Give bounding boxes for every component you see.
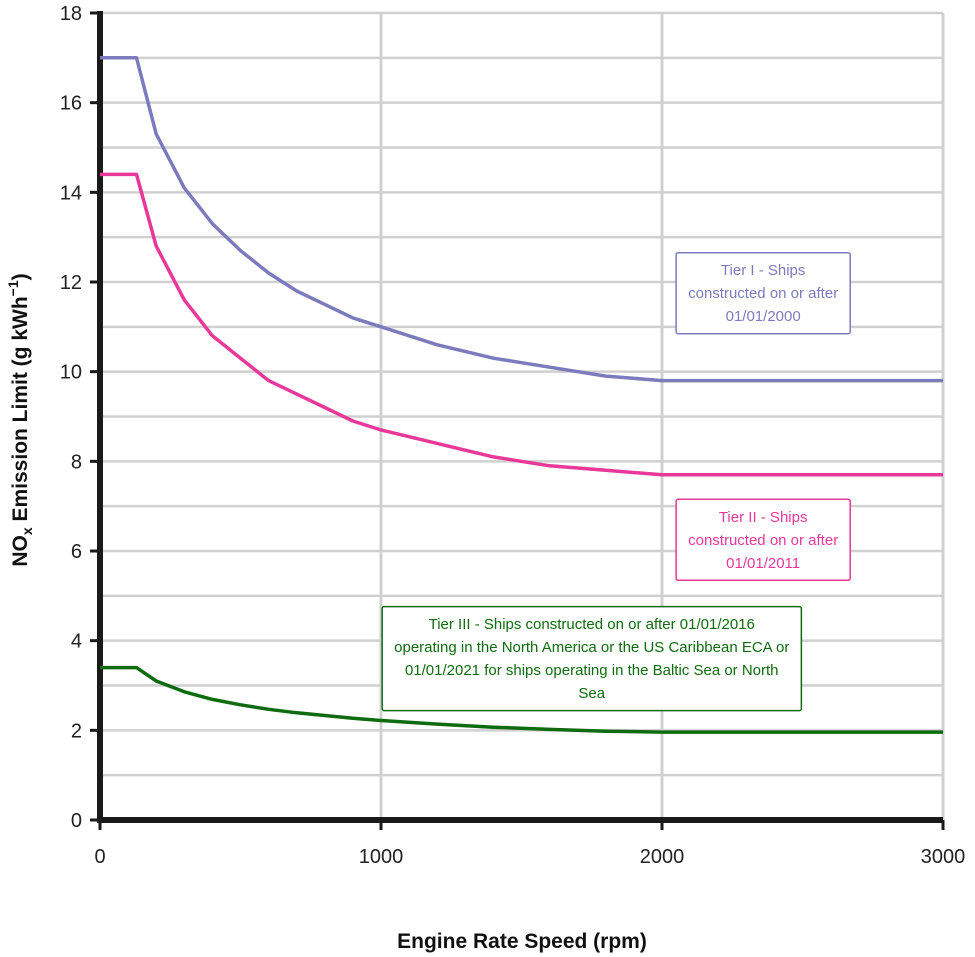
y-tick-label: 0: [71, 810, 82, 832]
y-tick-label: 4: [71, 631, 82, 653]
gridlines: [100, 11, 945, 820]
x-tick-label: 0: [94, 846, 105, 868]
axes: [90, 11, 945, 830]
series-lines: [100, 56, 943, 734]
x-tick-label: 2000: [640, 846, 685, 868]
y-tick-label: 12: [60, 272, 82, 294]
annotation-box: Tier II - Ships constructed on or after 01…: [675, 498, 851, 582]
series-line-tier-ii: [100, 172, 943, 477]
annotations: Tier I - Ships constructed on or after 01/…: [381, 251, 851, 712]
y-tick-label: 2: [71, 720, 82, 742]
y-tick-label: 8: [71, 451, 82, 473]
series-line-tier-i: [100, 56, 943, 383]
y-tick-label: 18: [60, 3, 82, 25]
tick-labels: 0 2 4 6 8 10 12 14 16 18 0 1000 2000 3000: [60, 3, 966, 868]
annotation-line: 01/01/2000: [726, 308, 801, 325]
annotation-line: Tier III - Ships constructed on or after…: [429, 616, 755, 633]
annotation-line: Tier I - Ships: [721, 262, 805, 279]
y-axis-title-main: NO: [9, 535, 32, 567]
annotation-line: operating in the North America or the US…: [394, 639, 789, 656]
y-axis-title-close: ): [9, 273, 32, 280]
x-axis-title: Engine Rate Speed (rpm): [397, 930, 647, 953]
annotation-line: Sea: [578, 685, 605, 702]
y-axis-title: NOx Emission Limit (g kWh−1): [5, 273, 35, 566]
x-tick-label: 3000: [921, 846, 966, 868]
annotation-line: constructed on or after: [688, 285, 838, 302]
annotation-border: [675, 498, 851, 582]
y-axis-title-sup: −1: [5, 280, 21, 296]
series-line-tier-iii: [100, 665, 943, 734]
annotation-line: constructed on or after: [688, 532, 838, 549]
y-tick-label: 10: [60, 362, 82, 384]
y-tick-label: 16: [60, 93, 82, 115]
y-tick-label: 6: [71, 541, 82, 563]
y-axis-title-rest: Emission Limit (g kWh: [9, 296, 32, 527]
y-axis-title-sub: x: [19, 527, 35, 535]
annotation-box: Tier III - Ships constructed on or after…: [381, 605, 803, 712]
annotation-line: 01/01/2011: [726, 555, 800, 572]
annotation-line: 01/01/2021 for ships operating in the Ba…: [405, 662, 779, 679]
annotation-line: Tier II - Ships: [719, 509, 808, 526]
annotation-border: [381, 605, 803, 712]
annotation-box: Tier I - Ships constructed on or after 01/…: [675, 251, 851, 335]
annotation-border: [675, 251, 851, 335]
x-tick-label: 1000: [359, 846, 404, 868]
y-tick-label: 14: [60, 182, 82, 204]
